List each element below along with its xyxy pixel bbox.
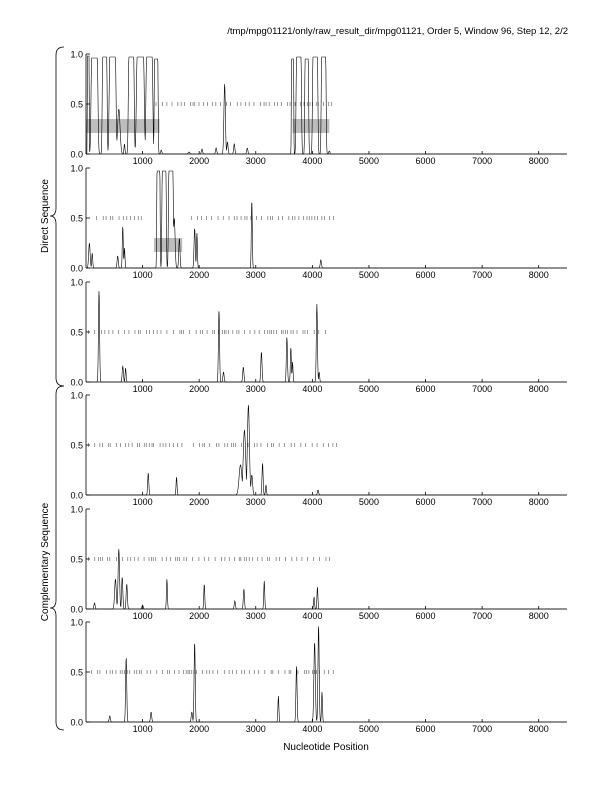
panel-3-y-tick-label: 0.0	[70, 378, 83, 388]
panel-6-x-tick-label: 8000	[529, 724, 549, 734]
panel-6-x-tick-label: 5000	[359, 724, 379, 734]
panel-2-y-tick-label: 0.0	[70, 264, 83, 274]
panel-4-x-tick-label: 5000	[359, 497, 379, 507]
panel-2-y-tick-label: 1.0	[70, 164, 83, 174]
panel-3-x-tick-label: 5000	[359, 384, 379, 394]
panel-6-x-tick-label: 2000	[189, 724, 209, 734]
panel-6-signal-line	[86, 626, 567, 723]
panel-1-signal-line	[86, 55, 567, 155]
panel-1-x-tick-label: 7000	[472, 156, 492, 166]
panel-5-x-tick-label: 6000	[416, 611, 436, 621]
panel-1-x-tick-label: 1000	[133, 156, 153, 166]
panel-2-x-tick-label: 8000	[529, 270, 549, 280]
complementary-sequence-label: Complementary Sequence	[40, 502, 51, 621]
chart-panels: 0.0 0.5 1.0 1000 2000 3000 4000 5000 6000 7000 800…	[70, 50, 567, 734]
panel-3-x-tick-label: 2000	[189, 384, 209, 394]
panel-1: 0.0 0.5 1.0 1000 2000 3000 4000 5000 6000 7000 800…	[70, 50, 567, 166]
panel-6: 0.0 0.5 1.0 1000 2000 3000 4000 5000 6000 7000 800…	[70, 618, 567, 734]
panel-3-x-tick-label: 3000	[246, 384, 266, 394]
panel-5-x-tick-label: 4000	[302, 611, 322, 621]
panel-3-x-tick-label: 8000	[529, 384, 549, 394]
panel-1-x-tick-label: 3000	[246, 156, 266, 166]
panel-3: 0.0 0.5 1.0 1000 2000 3000 4000 5000 6000 7000 800…	[70, 278, 567, 394]
panel-4-x-tick-label: 3000	[246, 497, 266, 507]
panel-2: 0.0 0.5 1.0 1000 2000 3000 4000 5000 6000 7000 800…	[70, 164, 567, 280]
panel-5-y-tick-label: 0.5	[70, 555, 83, 565]
panel-1-y-tick-label: 0.5	[70, 100, 83, 110]
panel-2-x-tick-label: 5000	[359, 270, 379, 280]
panel-2-x-tick-label: 3000	[246, 270, 266, 280]
panel-2-x-tick-label: 2000	[189, 270, 209, 280]
panel-2-x-tick-label: 7000	[472, 270, 492, 280]
panel-4-x-tick-label: 2000	[189, 497, 209, 507]
panel-3-x-tick-label: 1000	[133, 384, 153, 394]
panel-1-x-tick-label: 5000	[359, 156, 379, 166]
panel-1-y-tick-label: 0.0	[70, 150, 83, 160]
panel-2-signal-line	[86, 170, 567, 269]
panel-3-x-tick-label: 7000	[472, 384, 492, 394]
group-braces	[49, 46, 65, 731]
panel-6-x-tick-label: 4000	[302, 724, 322, 734]
panel-2-x-tick-label: 4000	[302, 270, 322, 280]
panel-6-x-tick-label: 3000	[246, 724, 266, 734]
panel-3-x-tick-label: 6000	[416, 384, 436, 394]
panel-4-x-tick-label: 7000	[472, 497, 492, 507]
panel-3-x-tick-label: 4000	[302, 384, 322, 394]
panel-4-y-tick-label: 0.5	[70, 441, 83, 451]
panel-1-x-tick-label: 6000	[416, 156, 436, 166]
panel-4-x-tick-label: 1000	[133, 497, 153, 507]
panel-3-signal-line	[86, 291, 567, 383]
panel-6-y-tick-label: 1.0	[70, 618, 83, 628]
panel-2-x-tick-label: 6000	[416, 270, 436, 280]
panel-5-signal-line	[86, 549, 567, 610]
direct-sequence-label: Direct Sequence	[40, 179, 51, 253]
panel-3-y-tick-label: 0.5	[70, 328, 83, 338]
panel-5-y-tick-label: 0.0	[70, 605, 83, 615]
panel-1-y-tick-label: 1.0	[70, 50, 83, 60]
panel-6-y-tick-label: 0.0	[70, 718, 83, 728]
panel-1-x-tick-label: 8000	[529, 156, 549, 166]
panel-2-y-tick-label: 0.5	[70, 214, 83, 224]
panel-1-bar-2	[292, 119, 330, 133]
page-title: /tmp/mpg01121/only/raw_result_dir/mpg011…	[227, 26, 568, 37]
panel-5-x-tick-label: 2000	[189, 611, 209, 621]
panel-6-x-tick-label: 6000	[416, 724, 436, 734]
panel-4: 0.0 0.5 1.0 1000 2000 3000 4000 5000 6000 7000 800…	[70, 391, 567, 507]
panel-1-x-tick-label: 4000	[302, 156, 322, 166]
panel-1-x-tick-label: 2000	[189, 156, 209, 166]
panel-5-x-tick-label: 5000	[359, 611, 379, 621]
panel-2-x-tick-label: 1000	[133, 270, 153, 280]
panel-5-x-tick-label: 8000	[529, 611, 549, 621]
panel-5: 0.0 0.5 1.0 1000 2000 3000 4000 5000 6000 7000 800…	[70, 505, 567, 621]
panel-5-x-tick-label: 1000	[133, 611, 153, 621]
panel-3-y-tick-label: 1.0	[70, 278, 83, 288]
x-axis-label: Nucleotide Position	[283, 742, 369, 753]
panel-4-x-tick-label: 8000	[529, 497, 549, 507]
panel-4-signal-line	[86, 405, 567, 496]
panel-4-y-tick-label: 1.0	[70, 391, 83, 401]
panel-4-x-tick-label: 4000	[302, 497, 322, 507]
panel-1-bar-1	[86, 119, 160, 133]
panel-6-x-tick-label: 1000	[133, 724, 153, 734]
panel-5-y-tick-label: 1.0	[70, 505, 83, 515]
panel-5-x-tick-label: 3000	[246, 611, 266, 621]
complementary-sequence-brace	[49, 385, 65, 731]
direct-sequence-brace	[49, 46, 65, 387]
panel-6-y-tick-label: 0.5	[70, 668, 83, 678]
panel-4-x-tick-label: 6000	[416, 497, 436, 507]
panel-6-x-tick-label: 7000	[472, 724, 492, 734]
panel-4-y-tick-label: 0.0	[70, 491, 83, 501]
panel-5-x-tick-label: 7000	[472, 611, 492, 621]
